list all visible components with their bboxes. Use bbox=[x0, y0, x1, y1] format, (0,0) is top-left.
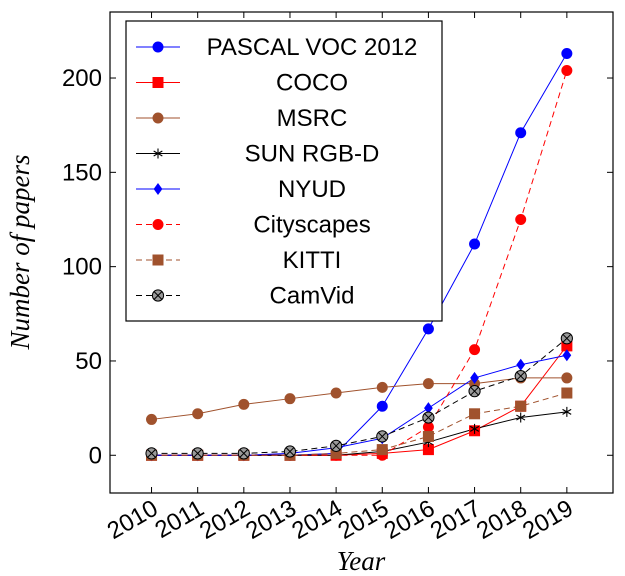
data-point-cityscapes bbox=[561, 64, 573, 76]
data-point-msrc bbox=[284, 393, 296, 405]
legend-marker-cityscapes bbox=[152, 219, 164, 231]
data-point-kitti bbox=[515, 400, 527, 412]
y-tick-label: 0 bbox=[89, 442, 102, 469]
legend-marker-msrc bbox=[152, 112, 164, 124]
data-point-msrc bbox=[422, 378, 434, 390]
data-point-camvid bbox=[283, 445, 297, 458]
data-point-msrc bbox=[146, 413, 158, 425]
legend-label-sun-rgb-d: SUN RGB-D bbox=[245, 141, 380, 168]
data-point-msrc bbox=[376, 381, 388, 393]
series-line-nyud bbox=[151, 354, 567, 456]
data-point-camvid bbox=[376, 430, 389, 443]
data-point-kitti bbox=[376, 444, 388, 456]
data-point-sun-rgb-d bbox=[516, 412, 526, 423]
legend-label-nyud: NYUD bbox=[278, 176, 346, 203]
data-point-nyud bbox=[562, 349, 572, 362]
y-tick-label: 150 bbox=[62, 159, 102, 186]
y-tick-label: 200 bbox=[62, 65, 102, 92]
legend-marker-pascal-voc-2012 bbox=[152, 41, 164, 53]
data-point-msrc bbox=[330, 387, 342, 399]
data-point-camvid bbox=[330, 439, 343, 452]
data-point-cityscapes bbox=[515, 213, 527, 225]
data-point-pascal-voc-2012 bbox=[469, 238, 481, 250]
series-line-camvid bbox=[151, 337, 568, 454]
legend-label-cityscapes: Cityscapes bbox=[253, 212, 370, 239]
data-point-pascal-voc-2012 bbox=[376, 400, 388, 412]
legend-label-pascal-voc-2012: PASCAL VOC 2012 bbox=[207, 34, 418, 61]
data-point-camvid bbox=[191, 447, 204, 460]
legend-marker-coco bbox=[152, 77, 164, 89]
legend-box bbox=[125, 20, 443, 322]
series-line-coco bbox=[151, 345, 568, 456]
legend-marker-kitti bbox=[152, 254, 164, 266]
data-point-sun-rgb-d bbox=[469, 423, 480, 434]
x-tick-label: 2019 bbox=[518, 495, 578, 545]
series-lines bbox=[151, 53, 568, 456]
data-point-kitti bbox=[561, 387, 573, 399]
data-point-camvid bbox=[514, 369, 527, 383]
x-axis-title: Year bbox=[337, 546, 386, 576]
legend: PASCAL VOC 2012 COCO MSRC SUN RGB-D NYUD City… bbox=[125, 20, 443, 322]
y-axis-title: Number of papers bbox=[5, 155, 35, 351]
data-point-kitti bbox=[422, 430, 434, 442]
data-point-nyud bbox=[470, 371, 479, 384]
data-point-pascal-voc-2012 bbox=[422, 323, 434, 335]
data-point-msrc bbox=[192, 408, 204, 420]
data-point-msrc bbox=[561, 372, 573, 384]
legend-label-kitti: KITTI bbox=[283, 247, 342, 274]
series-line-msrc bbox=[151, 377, 567, 420]
data-point-camvid bbox=[468, 385, 481, 398]
data-point-pascal-voc-2012 bbox=[515, 127, 527, 139]
data-point-kitti bbox=[469, 408, 481, 420]
legend-label-coco: COCO bbox=[276, 70, 348, 97]
data-point-camvid bbox=[145, 447, 158, 460]
data-point-msrc bbox=[238, 398, 250, 410]
legend-label-msrc: MSRC bbox=[277, 105, 348, 132]
data-point-nyud bbox=[516, 358, 526, 371]
legend-marker-camvid bbox=[151, 289, 165, 302]
data-point-camvid bbox=[560, 332, 573, 345]
series-markers bbox=[145, 47, 573, 462]
legend-marker-sun-rgb-d bbox=[153, 148, 163, 159]
plot-frame bbox=[109, 11, 614, 494]
series-line-kitti bbox=[151, 392, 567, 456]
data-point-pascal-voc-2012 bbox=[561, 47, 573, 59]
y-tick-label: 50 bbox=[75, 348, 102, 375]
data-point-camvid bbox=[237, 447, 250, 460]
series-line-sun-rgb-d bbox=[151, 411, 567, 456]
data-point-cityscapes bbox=[469, 344, 481, 356]
series-line-cityscapes bbox=[151, 70, 568, 456]
data-point-sun-rgb-d bbox=[562, 406, 572, 417]
legend-marker-nyud bbox=[153, 182, 163, 196]
legend-label-camvid: CamVid bbox=[270, 283, 355, 310]
y-tick-label: 100 bbox=[62, 254, 102, 281]
data-point-camvid bbox=[422, 411, 435, 424]
